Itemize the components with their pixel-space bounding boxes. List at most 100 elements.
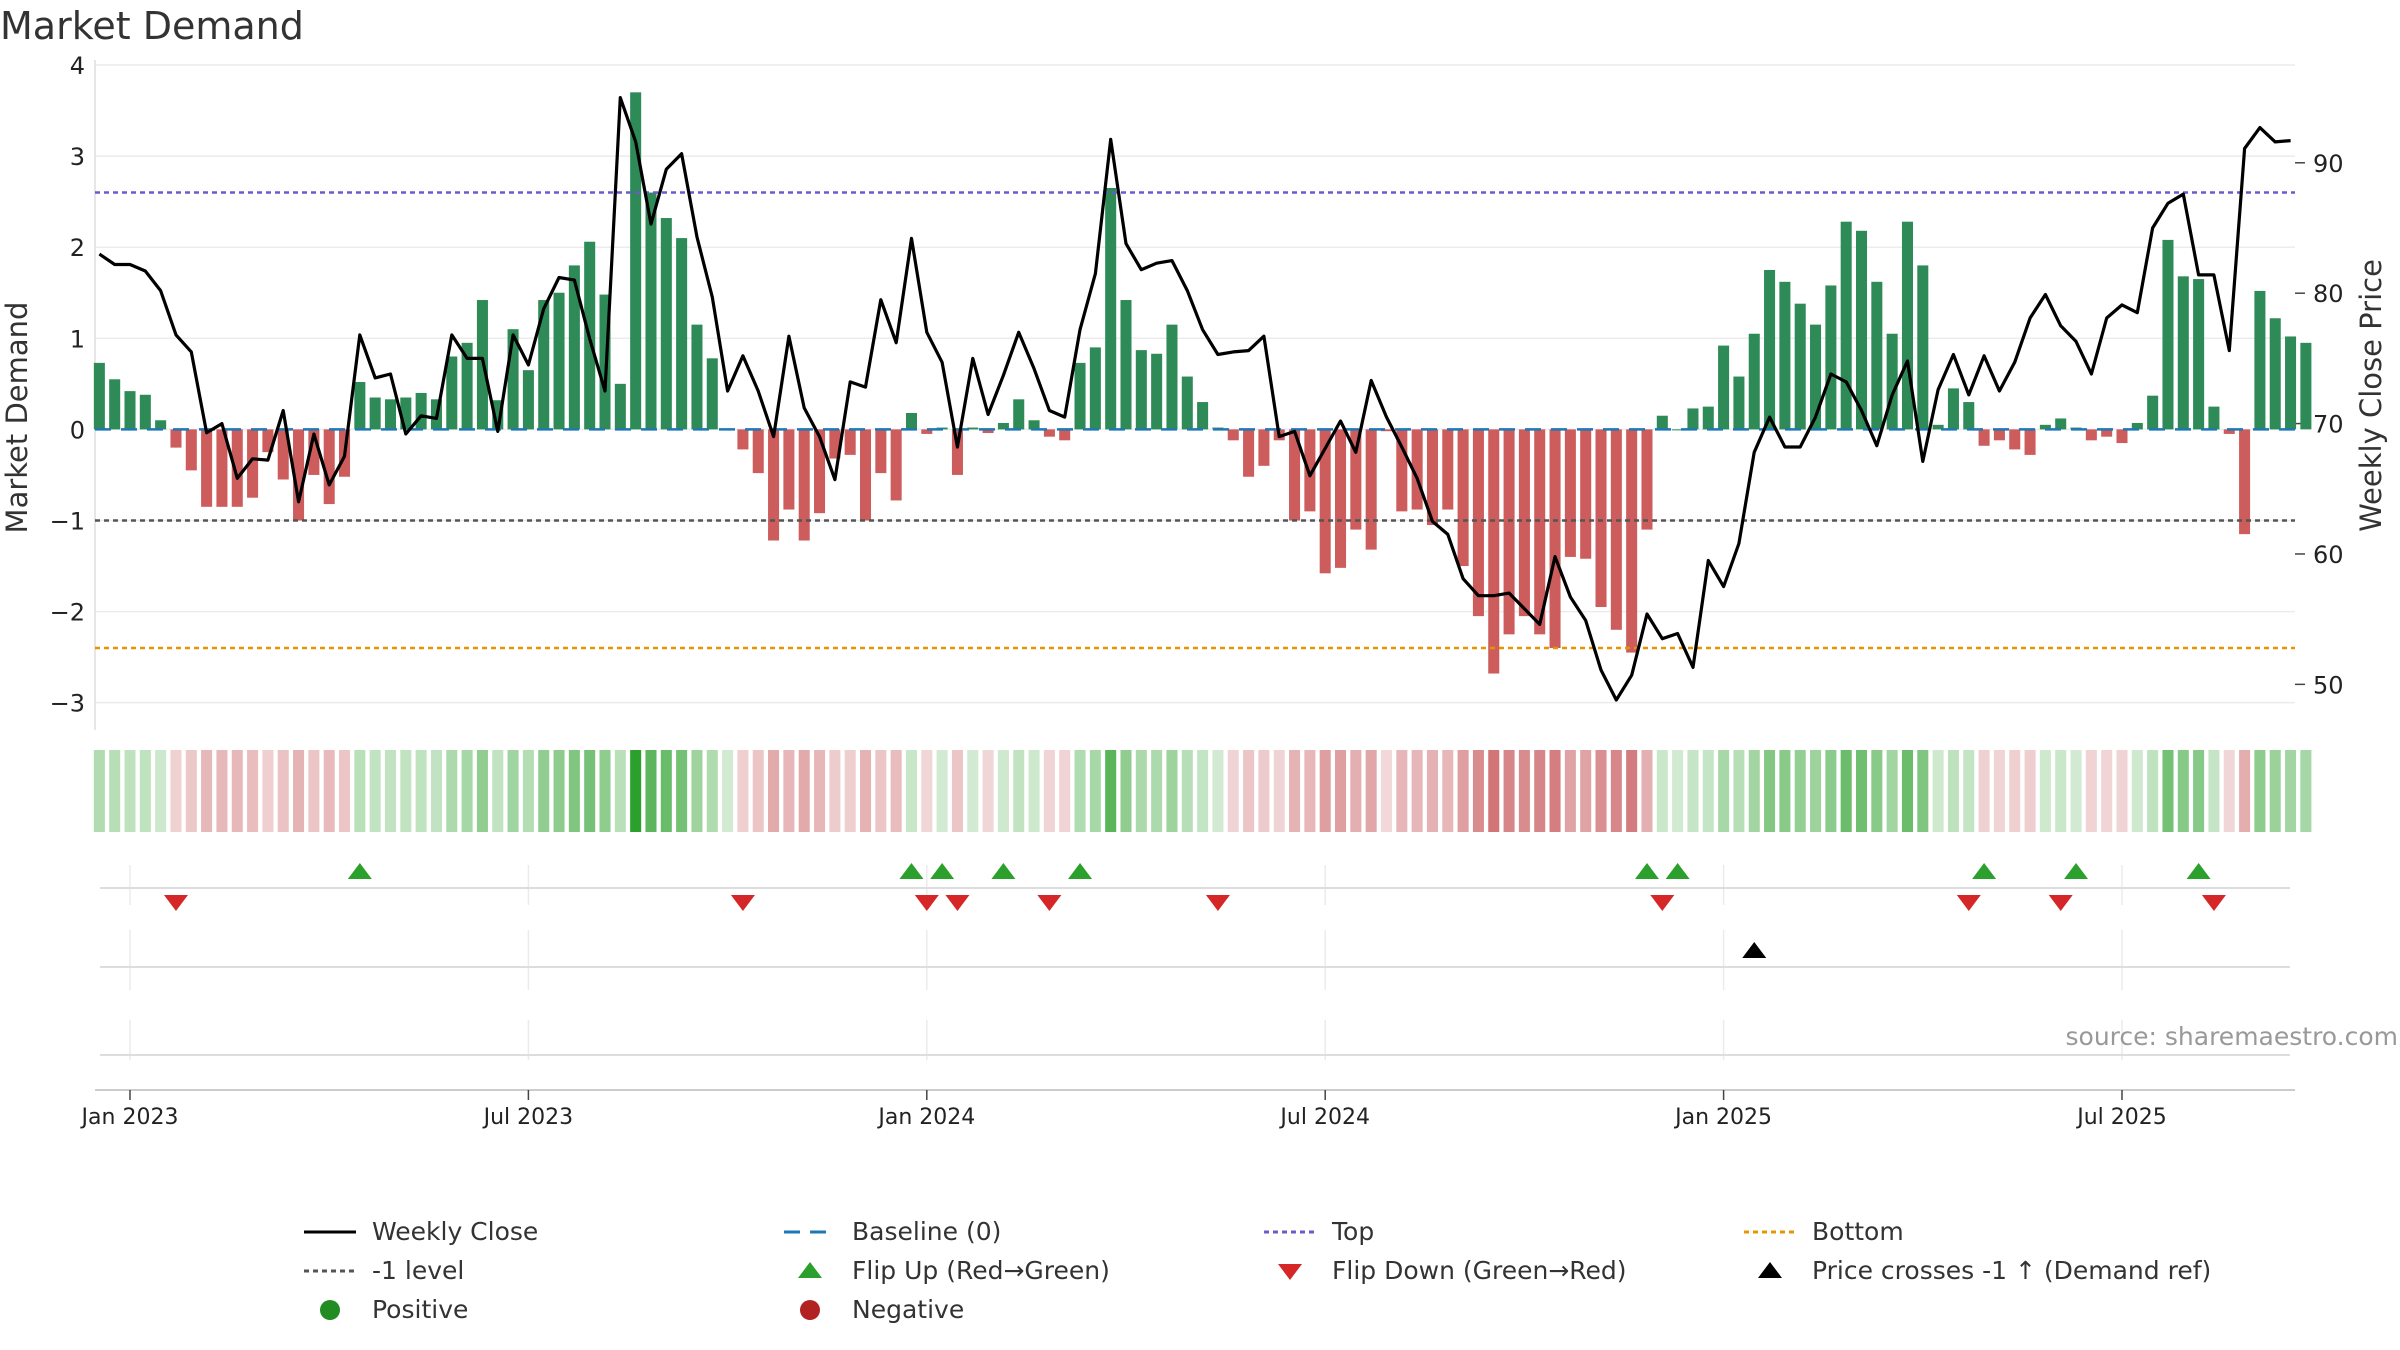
demand-bar xyxy=(170,429,182,448)
demand-bar xyxy=(1380,429,1393,432)
demand-strip-cell xyxy=(323,750,335,832)
demand-bar xyxy=(1043,429,1055,437)
demand-strip-cell xyxy=(1135,750,1147,832)
demand-bar xyxy=(1702,406,1714,430)
x-tick-label: Jan 2024 xyxy=(876,1105,975,1130)
demand-strip-cell xyxy=(2208,750,2220,832)
demand-strip-cell xyxy=(1825,750,1837,832)
demand-strip-cell xyxy=(982,750,994,832)
flip-down-marker xyxy=(1037,895,1062,911)
demand-strip-cell xyxy=(400,750,412,832)
demand-strip-cell xyxy=(1503,750,1515,832)
demand-strip-cell xyxy=(1718,750,1730,832)
demand-strip-cell xyxy=(1901,750,1913,832)
demand-strip-cell xyxy=(706,750,718,832)
demand-strip-cell xyxy=(2300,750,2312,832)
demand-strip-cell xyxy=(1105,750,1117,832)
demand-strip-cell xyxy=(1656,750,1668,832)
legend-row: Positive Negative xyxy=(300,1290,2280,1329)
legend-label: Bottom xyxy=(1812,1217,1904,1246)
legend-label: Positive xyxy=(372,1295,469,1324)
demand-bar xyxy=(1181,376,1193,430)
demand-bar xyxy=(2239,429,2251,535)
demand-strip-cell xyxy=(1779,750,1791,832)
demand-strip-cell xyxy=(890,750,902,832)
demand-bar xyxy=(369,397,381,430)
demand-strip-cell xyxy=(1794,750,1806,832)
demand-strip-cell xyxy=(1059,750,1071,832)
flip-up-marker xyxy=(347,863,372,879)
y2-tick-label: 70 xyxy=(2313,411,2344,439)
demand-bar xyxy=(982,429,994,434)
demand-strip-cell xyxy=(660,750,672,832)
flip-down-marker xyxy=(730,895,755,911)
demand-strip-cell xyxy=(201,750,213,832)
demand-bar xyxy=(814,429,826,514)
demand-bar xyxy=(124,391,136,430)
legend-symbol xyxy=(780,1217,840,1247)
y-tick-label: −1 xyxy=(50,507,85,535)
demand-strip-cell xyxy=(1181,750,1193,832)
demand-bar xyxy=(1610,429,1622,630)
demand-bar xyxy=(1426,429,1438,526)
demand-strip-cell xyxy=(1013,750,1025,832)
demand-strip-cell xyxy=(2085,750,2097,832)
flip-up-marker xyxy=(930,863,955,879)
demand-strip-cell xyxy=(1978,750,1990,832)
demand-strip-cell xyxy=(1319,750,1331,832)
demand-bar xyxy=(2193,279,2205,430)
demand-strip-cell xyxy=(1074,750,1086,832)
demand-strip-cell xyxy=(538,750,550,832)
demand-bar xyxy=(890,429,902,501)
demand-strip-cell xyxy=(2147,750,2159,832)
demand-bar xyxy=(2101,429,2113,437)
demand-bar xyxy=(614,383,626,430)
legend-symbol xyxy=(300,1217,360,1247)
demand-strip-cell xyxy=(1289,750,1301,832)
demand-bar xyxy=(1457,429,1469,567)
demand-bar xyxy=(1411,429,1423,510)
demand-strip-cell xyxy=(1748,750,1760,832)
demand-strip-cell xyxy=(1871,750,1883,832)
demand-bar xyxy=(2162,239,2174,430)
demand-strip-cell xyxy=(1626,750,1638,832)
demand-bar xyxy=(277,429,289,480)
demand-bar xyxy=(293,429,305,521)
demand-bar xyxy=(231,429,243,507)
weekly-close-line xyxy=(98,95,2291,702)
demand-strip-cell xyxy=(921,750,933,832)
demand-strip-cell xyxy=(859,750,872,832)
demand-bar xyxy=(2254,290,2266,430)
demand-strip-cell xyxy=(277,750,289,832)
demand-strip-cell xyxy=(1304,750,1316,832)
demand-bar xyxy=(2269,318,2281,430)
demand-strip-cell xyxy=(262,750,274,832)
demand-strip-cell xyxy=(1335,750,1347,832)
demand-strip-cell xyxy=(2269,750,2281,832)
demand-strip-cell xyxy=(1840,750,1852,832)
demand-bar xyxy=(446,356,458,430)
x-tick-label: Jul 2025 xyxy=(2075,1105,2167,1130)
demand-bar xyxy=(676,238,688,430)
demand-strip-cell xyxy=(2055,750,2067,832)
y-tick-label: 4 xyxy=(70,52,85,80)
demand-strip-cell xyxy=(1212,750,1224,832)
legend-label: Weekly Close xyxy=(372,1217,539,1246)
demand-bar xyxy=(155,420,167,430)
demand-strip-cell xyxy=(1166,750,1178,832)
y2-axis-label: Weekly Close Price xyxy=(2354,259,2388,532)
demand-bar xyxy=(2039,424,2051,430)
demand-bar xyxy=(308,429,320,475)
demand-strip-cell xyxy=(308,750,320,832)
demand-strip-cell xyxy=(1917,750,1929,832)
y-tick-label: −2 xyxy=(50,599,85,627)
demand-bar xyxy=(1993,429,2005,441)
demand-strip-cell xyxy=(339,750,351,832)
demand-bar xyxy=(1764,269,1776,430)
demand-bar xyxy=(1810,324,1822,430)
y-tick-label: −3 xyxy=(50,690,85,718)
legend-item-cross: Price crosses -1 ↑ (Demand ref) xyxy=(1740,1256,2220,1286)
demand-strip-cell xyxy=(216,750,228,832)
demand-strip-cell xyxy=(415,750,427,832)
demand-bar xyxy=(1028,420,1040,430)
